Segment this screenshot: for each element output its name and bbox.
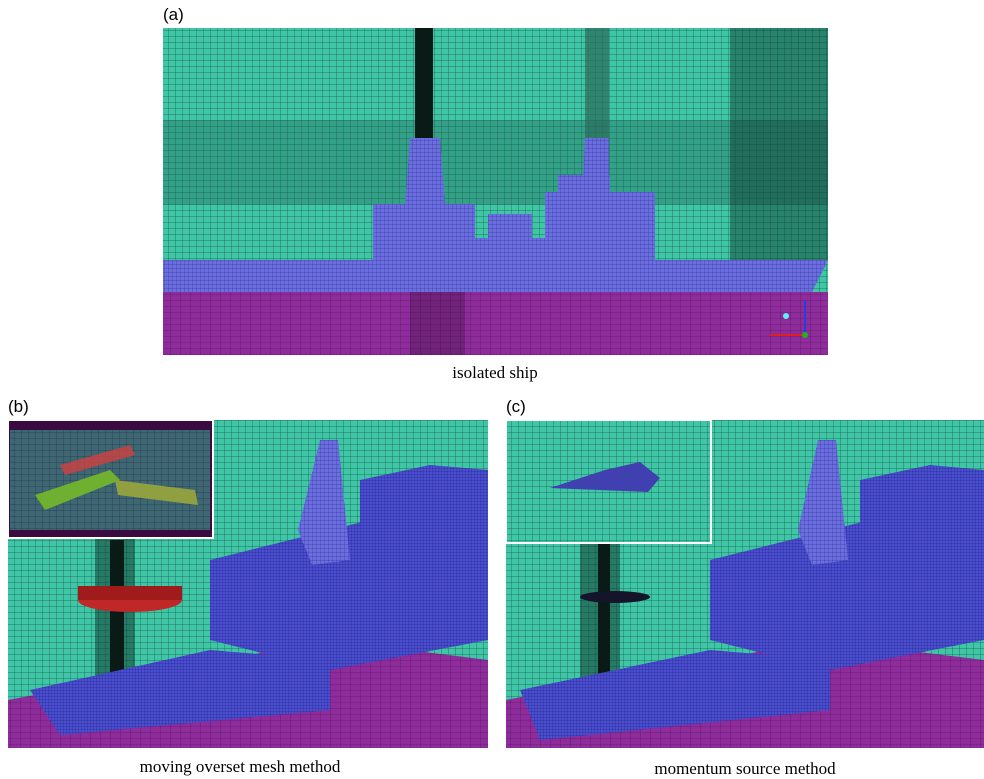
panel-a: (a) isolated ship bbox=[163, 5, 828, 382]
panel-label: (c) bbox=[506, 397, 526, 416]
figure: (a) isolated ship (b) moving overset m bbox=[0, 0, 984, 779]
caption: isolated ship bbox=[452, 363, 537, 382]
caption: momentum source method bbox=[654, 759, 836, 778]
panel-label: (a) bbox=[163, 5, 184, 24]
caption: moving overset mesh method bbox=[140, 757, 341, 776]
panel-label: (b) bbox=[8, 397, 29, 416]
panel-b: (b) moving overset mesh method bbox=[8, 397, 488, 776]
panel-c: (c) momentum source method bbox=[506, 397, 984, 778]
